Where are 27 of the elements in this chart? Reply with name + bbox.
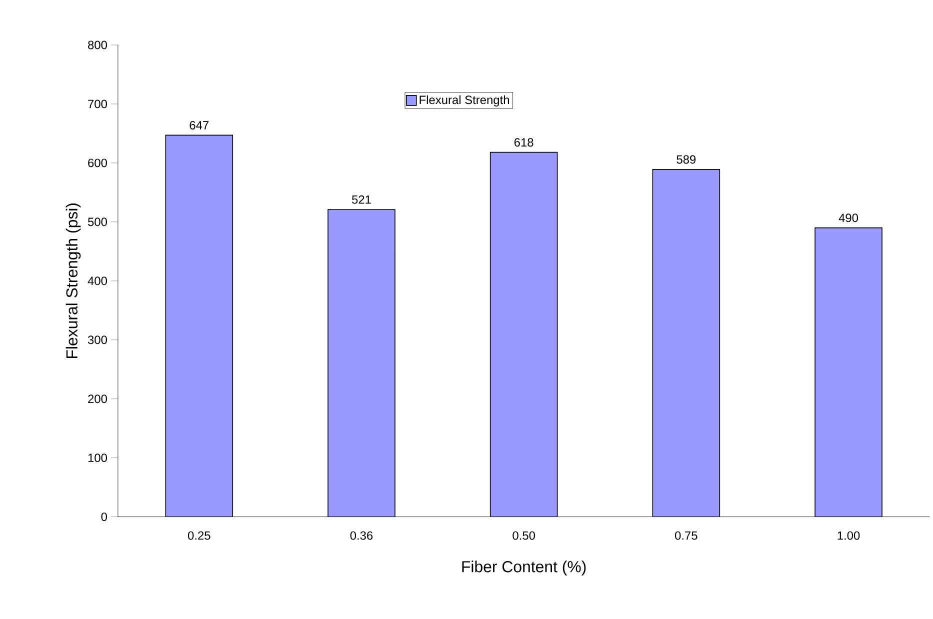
x-tick-label: 0.50 bbox=[512, 531, 535, 540]
y-tick-label: 200 bbox=[88, 394, 107, 404]
x-tick-label: 0.25 bbox=[188, 531, 210, 540]
x-tick-label: 1.00 bbox=[838, 531, 860, 540]
x-tick-label: 0.75 bbox=[675, 531, 698, 540]
y-tick-label: 800 bbox=[88, 40, 107, 50]
data-label: 589 bbox=[676, 155, 696, 164]
bar bbox=[652, 169, 720, 517]
bar bbox=[328, 209, 396, 517]
y-tick-label: 0 bbox=[101, 512, 107, 522]
legend-label: Flexural Strength bbox=[420, 95, 509, 107]
x-axis-title: Fiber Content (%) bbox=[462, 560, 586, 576]
y-tick-label: 300 bbox=[88, 336, 107, 344]
x-tick-label: 0.36 bbox=[350, 531, 373, 540]
y-tick-label: 100 bbox=[88, 454, 107, 462]
y-tick-label: 700 bbox=[88, 100, 107, 108]
y-axis-title: Flexural Strength (psi) bbox=[66, 204, 81, 358]
bar bbox=[490, 152, 558, 517]
bar bbox=[814, 228, 882, 517]
y-tick-label: 500 bbox=[88, 218, 107, 226]
y-tick-label: 400 bbox=[88, 276, 107, 286]
bar bbox=[165, 134, 234, 517]
data-label: 647 bbox=[190, 121, 209, 130]
data-label: 521 bbox=[352, 195, 371, 204]
y-tick-label: 600 bbox=[88, 158, 107, 168]
data-label: 618 bbox=[514, 138, 534, 147]
data-label: 490 bbox=[838, 214, 858, 222]
